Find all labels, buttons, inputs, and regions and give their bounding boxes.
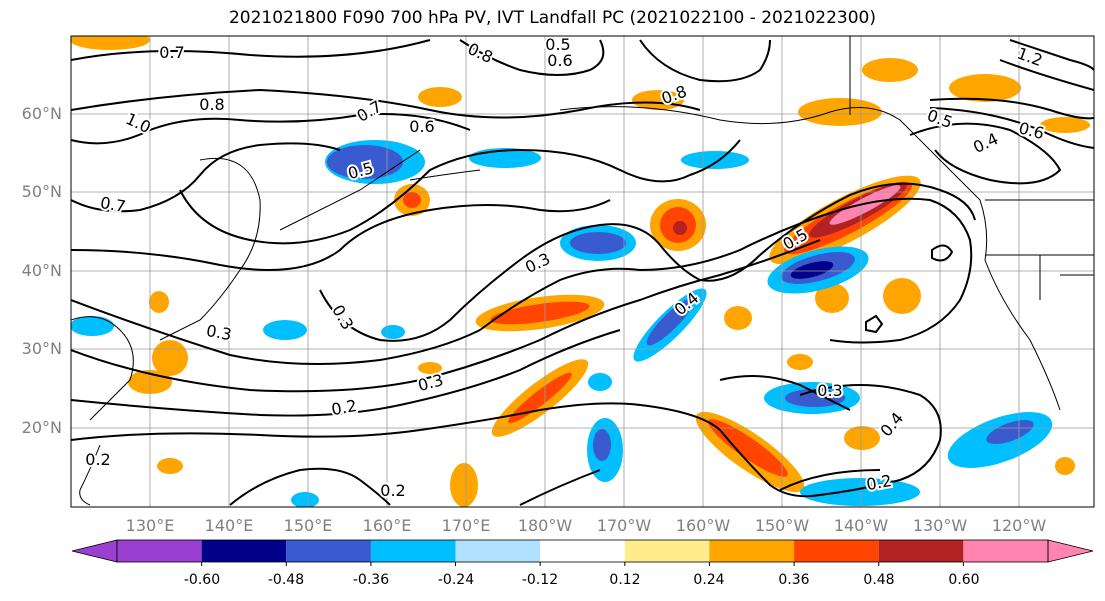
anomaly-positive bbox=[673, 221, 687, 235]
anomaly-positive bbox=[490, 301, 590, 325]
colorbar-tick-label: 0.24 bbox=[693, 572, 725, 588]
contour-label-halo: 0.2 bbox=[85, 450, 110, 469]
colorbar-tick-label: -0.60 bbox=[183, 572, 221, 588]
anomaly-positive bbox=[508, 372, 572, 424]
lon-label-150e: 150°E bbox=[283, 516, 333, 535]
contour-label-halo: 0.6 bbox=[409, 117, 434, 136]
anomaly-negative bbox=[291, 492, 319, 507]
colorbar-tick-label: 0.36 bbox=[778, 572, 810, 588]
anomaly-positive bbox=[71, 36, 150, 50]
lon-label-170e: 170°E bbox=[441, 516, 491, 535]
anomaly-positive bbox=[815, 283, 849, 313]
contour-label: 0.6 bbox=[409, 117, 434, 136]
anomaly-positive bbox=[708, 419, 788, 477]
colorbar-tick-label: 0.60 bbox=[948, 572, 980, 588]
colorbar-tick-label: -0.48 bbox=[267, 572, 305, 588]
lon-label-150w: 150°W bbox=[754, 516, 810, 535]
map-frame bbox=[70, 35, 1095, 508]
anomaly-negative bbox=[681, 151, 749, 169]
anomaly-positive bbox=[450, 463, 478, 507]
anomaly-positive bbox=[1055, 457, 1075, 475]
anomaly-positive bbox=[157, 458, 183, 474]
lon-label-140w: 140°W bbox=[833, 516, 889, 535]
lon-label-120w: 120°W bbox=[991, 516, 1047, 535]
colorbar-tick-label: -0.12 bbox=[521, 572, 559, 588]
anomaly-positive bbox=[418, 87, 462, 107]
contour-label: 0.8 bbox=[199, 95, 224, 114]
anomaly-positive bbox=[403, 192, 421, 208]
anomaly-positive bbox=[724, 306, 752, 330]
pv-contours bbox=[71, 39, 1094, 506]
lon-label-130e: 130°E bbox=[125, 516, 175, 535]
lat-label-50n: 50°N bbox=[21, 182, 62, 201]
colorbar-tick-label: -0.36 bbox=[352, 572, 390, 588]
anomaly-negative bbox=[381, 325, 405, 339]
contour-label-halo: 0.2 bbox=[380, 481, 405, 500]
colorbar-tick-label: 0.12 bbox=[609, 572, 641, 588]
anomaly-negative bbox=[593, 429, 611, 461]
anomaly-positive bbox=[152, 340, 188, 376]
contour-label-halo: 0.6 bbox=[547, 51, 572, 70]
contour-label: 0.5 bbox=[545, 35, 570, 54]
lon-label-170w: 170°W bbox=[596, 516, 652, 535]
anomaly-positive bbox=[844, 426, 880, 450]
anomaly-positive-core bbox=[829, 185, 901, 225]
anomaly-negative bbox=[790, 261, 834, 279]
lon-label-160e: 160°E bbox=[362, 516, 412, 535]
contour-label: 0.7 bbox=[99, 193, 127, 216]
lat-label-30n: 30°N bbox=[21, 339, 62, 358]
lat-label-60n: 60°N bbox=[21, 104, 62, 123]
lon-label-130w: 130°W bbox=[912, 516, 968, 535]
contour-label: 0.3 bbox=[817, 381, 842, 400]
contour-label: 0.6 bbox=[547, 51, 572, 70]
contour-label-halo: 0.7 bbox=[159, 43, 184, 62]
anomaly-positive bbox=[418, 362, 442, 374]
contour-label-halo: 0.8 bbox=[199, 95, 224, 114]
contour-label: 0.3 bbox=[205, 321, 233, 344]
anomaly-negative bbox=[327, 145, 403, 179]
contour-label: 0.2 bbox=[865, 471, 893, 494]
anomaly-negative bbox=[263, 320, 307, 340]
anomaly-negative bbox=[785, 389, 845, 407]
contour-label-halo: 0.5 bbox=[545, 35, 570, 54]
anomaly-negative bbox=[570, 232, 626, 254]
anomaly-positive bbox=[883, 278, 921, 314]
anomaly-negative bbox=[986, 419, 1034, 445]
anomaly-positive bbox=[787, 354, 813, 370]
anomaly-negative bbox=[588, 373, 612, 391]
lat-label-20n: 20°N bbox=[21, 418, 62, 437]
anomaly-positive bbox=[862, 58, 918, 82]
anomaly-positive bbox=[798, 98, 882, 126]
lon-label-180w: 180°W bbox=[517, 516, 573, 535]
map-title: 2021021800 F090 700 hPa PV, IVT Landfall… bbox=[228, 8, 876, 28]
lon-label-160w: 160°W bbox=[675, 516, 731, 535]
contour-label: 0.2 bbox=[330, 396, 358, 419]
anomaly-positive bbox=[149, 291, 169, 313]
anomaly-negative bbox=[800, 478, 920, 506]
lon-label-140e: 140°E bbox=[204, 516, 254, 535]
lat-label-40n: 40°N bbox=[21, 261, 62, 280]
shaded-anomalies bbox=[71, 36, 1090, 507]
anomaly-positive bbox=[1040, 117, 1090, 133]
contour-label: 0.2 bbox=[85, 450, 110, 469]
colorbar-tick-label: 0.48 bbox=[863, 572, 895, 588]
anomaly-negative bbox=[71, 316, 114, 336]
colorbar-tick-label: -0.24 bbox=[437, 572, 475, 588]
anomaly-negative bbox=[646, 298, 694, 346]
anomaly-positive bbox=[949, 74, 1021, 102]
contour-label: 0.2 bbox=[380, 481, 405, 500]
coastlines bbox=[71, 36, 1094, 506]
contour-label: 0.7 bbox=[159, 43, 184, 62]
contour-label-halo: 0.3 bbox=[817, 381, 842, 400]
